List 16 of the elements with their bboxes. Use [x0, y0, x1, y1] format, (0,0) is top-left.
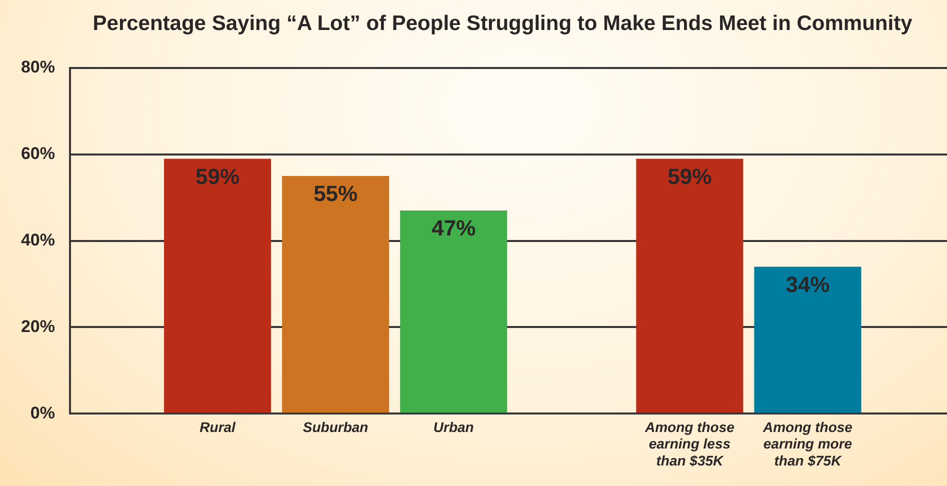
y-tick-label: 40% — [20, 230, 55, 250]
y-tick-label: 80% — [20, 58, 55, 77]
y-tick-label: 0% — [30, 403, 55, 422]
x-tick-label: Among those earning more than $75K — [762, 418, 853, 468]
x-tick-label: Suburban — [302, 418, 368, 435]
data-label: 34% — [786, 272, 830, 297]
y-tick-label: 20% — [20, 316, 55, 336]
y-tick-label: 60% — [20, 144, 55, 164]
x-tick-label: Rural — [200, 418, 237, 435]
data-label: 55% — [314, 181, 358, 206]
data-label: 59% — [196, 164, 240, 189]
x-tick-label: Among those earning less than $35K — [644, 418, 735, 468]
data-label: 47% — [432, 216, 476, 241]
data-label: 59% — [668, 164, 712, 189]
x-tick-label: Urban — [433, 418, 474, 435]
chart-title: Percentage Saying “A Lot” of People Struggling to Make Ends Meet in Community — [92, 12, 913, 35]
